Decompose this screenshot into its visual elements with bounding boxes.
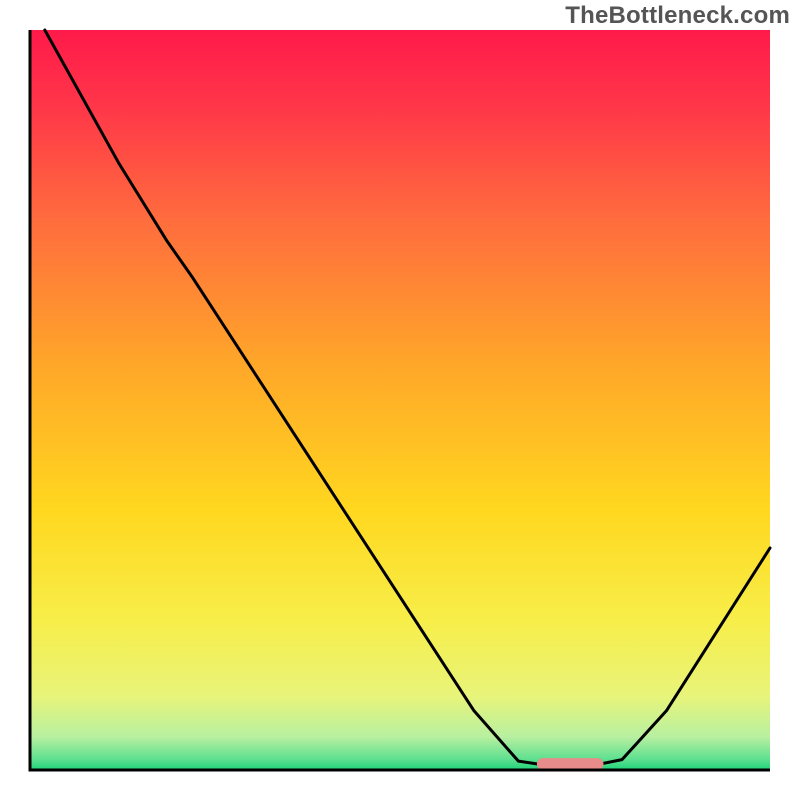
optimal-range-marker xyxy=(537,758,604,770)
watermark-label: TheBottleneck.com xyxy=(565,2,790,30)
gradient-background xyxy=(30,30,770,770)
bottleneck-chart xyxy=(0,0,800,800)
chart-stage: TheBottleneck.com xyxy=(0,0,800,800)
